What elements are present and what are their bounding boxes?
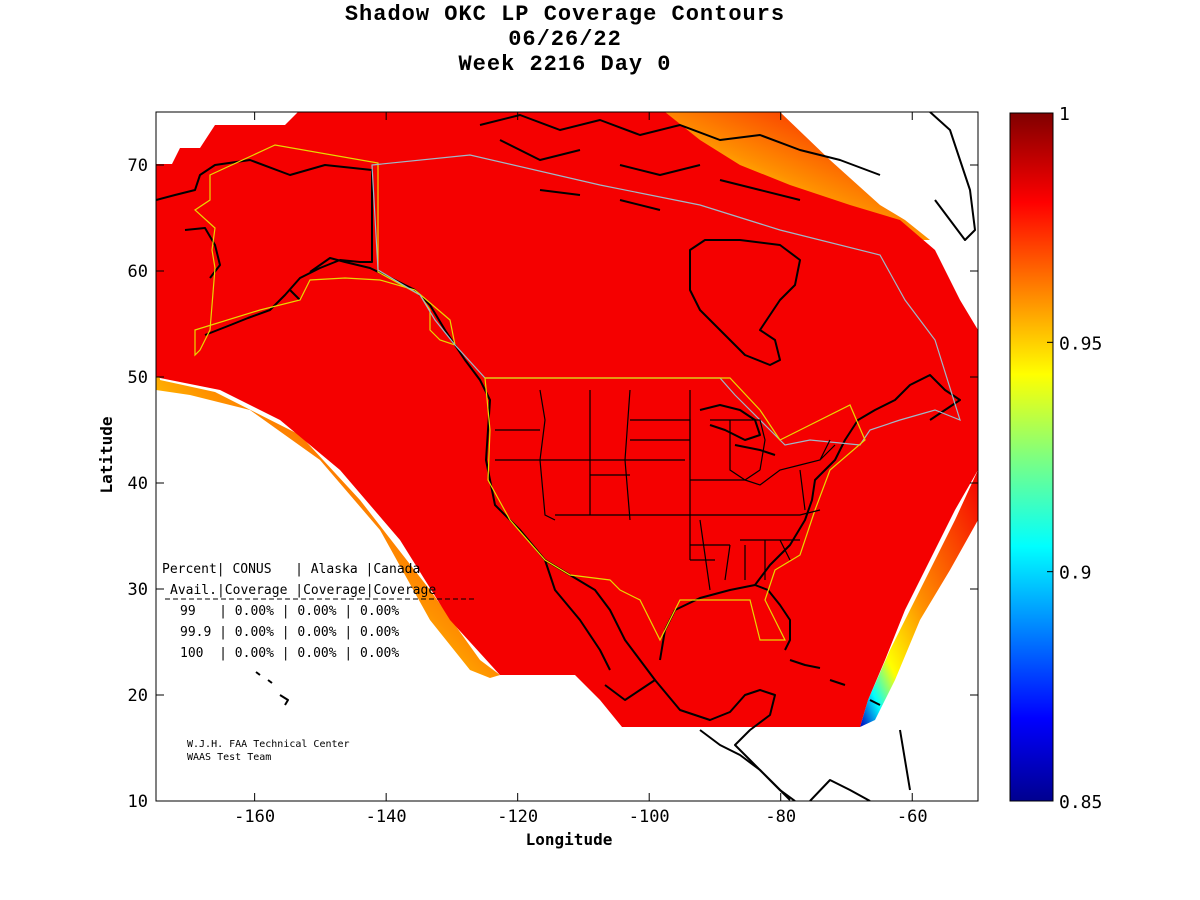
table-row: 99 | 0.00% | 0.00% | 0.00% [180, 604, 399, 619]
y-tick-label: 70 [128, 156, 148, 176]
coverage-edge-southwest [156, 340, 500, 678]
region-outlines [194, 144, 961, 642]
colorbar [1009, 112, 1054, 802]
y-tick-label: 20 [128, 686, 148, 706]
coverage-edge-southeast [860, 470, 978, 727]
credits-line-1: W.J.H. FAA Technical Center [187, 739, 350, 750]
colorbar-tick-label: 0.85 [1059, 792, 1102, 813]
map-title-line-2: 06/26/22 [508, 27, 622, 52]
y-tick-label: 10 [128, 792, 148, 812]
conus-region-outline [484, 377, 866, 642]
coastline-baja [544, 559, 611, 671]
coastlines [156, 112, 976, 801]
coastline-arctic-islands [479, 114, 881, 211]
x-tick-label: -80 [765, 807, 796, 827]
state-lines-central [689, 390, 766, 591]
y-tick-label: 60 [128, 262, 148, 282]
table-header-row2: Avail.|Coverage |Coverage|Coverage [170, 583, 436, 598]
x-tick-label: -100 [629, 807, 670, 827]
x-tick-label: -140 [366, 807, 407, 827]
coastline-greenland [929, 112, 976, 241]
x-tick-label: -120 [497, 807, 538, 827]
y-tick-label: 30 [128, 580, 148, 600]
coverage-table: Percent| CONUS | Alaska |Canada Avail.|C… [162, 562, 476, 661]
map-title-line-1: Shadow OKC LP Coverage Contours [344, 2, 786, 27]
coastline-alaska [156, 159, 456, 346]
coastline-mexico-gulf [654, 679, 791, 801]
x-tick-label: -60 [897, 807, 928, 827]
plot-frame [155, 111, 979, 802]
coastline-great-lakes [699, 404, 776, 456]
x-tick-label: -160 [234, 807, 275, 827]
table-header-row1: Percent| CONUS | Alaska |Canada [162, 562, 420, 577]
colorbar-ticks: 1 0.95 0.9 0.85 [1047, 104, 1102, 813]
y-tick-label: 40 [128, 474, 148, 494]
coastline-east-us [754, 374, 961, 586]
x-axis-label: Longitude [526, 830, 613, 849]
credits-line-2: WAAS Test Team [187, 752, 271, 763]
state-lines-east [724, 439, 836, 581]
canada-region-outline [371, 154, 961, 446]
y-axis: 10 20 30 40 50 60 70 [128, 156, 978, 812]
colorbar-tick-label: 0.9 [1059, 563, 1092, 584]
map-title-line-3: Week 2216 Day 0 [458, 52, 672, 77]
x-axis: -160 -140 -120 -100 -80 -60 [234, 112, 928, 827]
table-row: 99.9 | 0.00% | 0.00% | 0.00% [180, 625, 399, 640]
coastline-central-america [699, 729, 871, 801]
y-tick-label: 50 [128, 368, 148, 388]
y-axis-label: Latitude [97, 416, 116, 493]
table-row: 100 | 0.00% | 0.00% | 0.00% [180, 646, 399, 661]
state-borders [495, 389, 836, 591]
colorbar-tick-label: 1 [1059, 104, 1070, 125]
coastline-caribbean [789, 659, 911, 791]
coastline-hawaii [255, 671, 289, 706]
coastline-hudson-bay [689, 239, 801, 366]
colorbar-tick-label: 0.95 [1059, 333, 1102, 354]
